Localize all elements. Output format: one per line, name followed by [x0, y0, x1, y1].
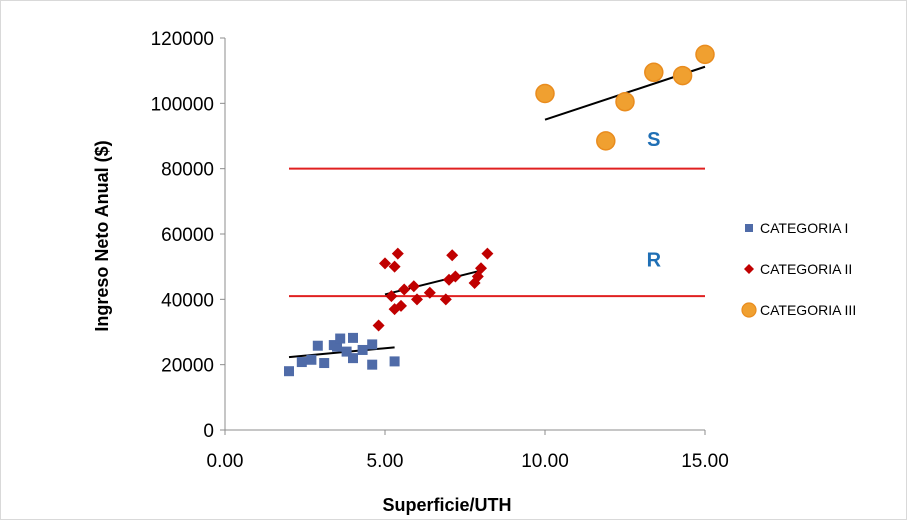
data-point-series-2 [446, 249, 458, 261]
data-point-series-1 [284, 366, 294, 376]
legend-label-series-1: CATEGORIA I [760, 220, 848, 236]
data-point-series-1 [348, 353, 358, 363]
data-point-series-2 [398, 284, 410, 296]
legend-marker-series-2 [744, 264, 754, 274]
data-point-series-2 [408, 280, 420, 292]
data-point-series-1 [390, 356, 400, 366]
y-tick-labels: 0 20000 40000 60000 80000 100000 120000 [151, 29, 214, 442]
legend-marker-series-3 [742, 303, 756, 317]
y-tick-label: 40000 [161, 290, 214, 311]
data-point-series-1 [335, 334, 345, 344]
x-tick-label: 0.00 [207, 451, 244, 472]
data-point-series-1 [367, 339, 377, 349]
data-points [284, 45, 714, 376]
data-point-series-3 [645, 63, 663, 81]
data-point-series-2 [481, 248, 493, 260]
y-tick-label: 80000 [161, 160, 214, 181]
x-tick-label: 10.00 [521, 451, 569, 472]
y-axis-title: Ingreso Neto Anual ($) [92, 140, 112, 331]
trend-lines [289, 67, 705, 357]
x-tick-label: 5.00 [367, 451, 404, 472]
data-point-series-3 [696, 45, 714, 63]
x-tick-label: 15.00 [681, 451, 729, 472]
legend-label-series-2: CATEGORIA II [760, 261, 852, 277]
data-point-series-1 [367, 360, 377, 370]
reference-label-s: S [647, 129, 660, 151]
legend-label-series-3: CATEGORIA III [760, 302, 856, 318]
legend-marker-series-1 [745, 224, 753, 232]
y-tick-label: 60000 [161, 225, 214, 246]
data-point-series-2 [379, 257, 391, 269]
data-point-series-1 [358, 345, 368, 355]
data-point-series-3 [597, 132, 615, 150]
data-point-series-1 [297, 357, 307, 367]
data-point-series-1 [319, 358, 329, 368]
y-tick-label: 20000 [161, 356, 214, 377]
data-point-series-3 [674, 67, 692, 85]
data-point-series-1 [313, 341, 323, 351]
data-point-series-2 [392, 248, 404, 260]
legend: CATEGORIA I CATEGORIA II CATEGORIA III [742, 220, 856, 318]
y-tick-label: 120000 [151, 29, 214, 50]
y-tick-label: 0 [203, 421, 214, 442]
data-point-series-1 [348, 333, 358, 343]
x-axis-title: Superficie/UTH [382, 495, 511, 515]
data-point-series-1 [306, 355, 316, 365]
data-point-series-3 [536, 85, 554, 103]
reference-label-r: R [647, 250, 662, 272]
reference-lines: SR [289, 129, 705, 296]
y-tick-label: 100000 [151, 94, 214, 115]
data-point-series-2 [389, 261, 401, 273]
data-point-series-3 [616, 93, 634, 111]
x-tick-labels: 0.00 5.00 10.00 15.00 [207, 451, 729, 472]
data-point-series-2 [373, 319, 385, 331]
